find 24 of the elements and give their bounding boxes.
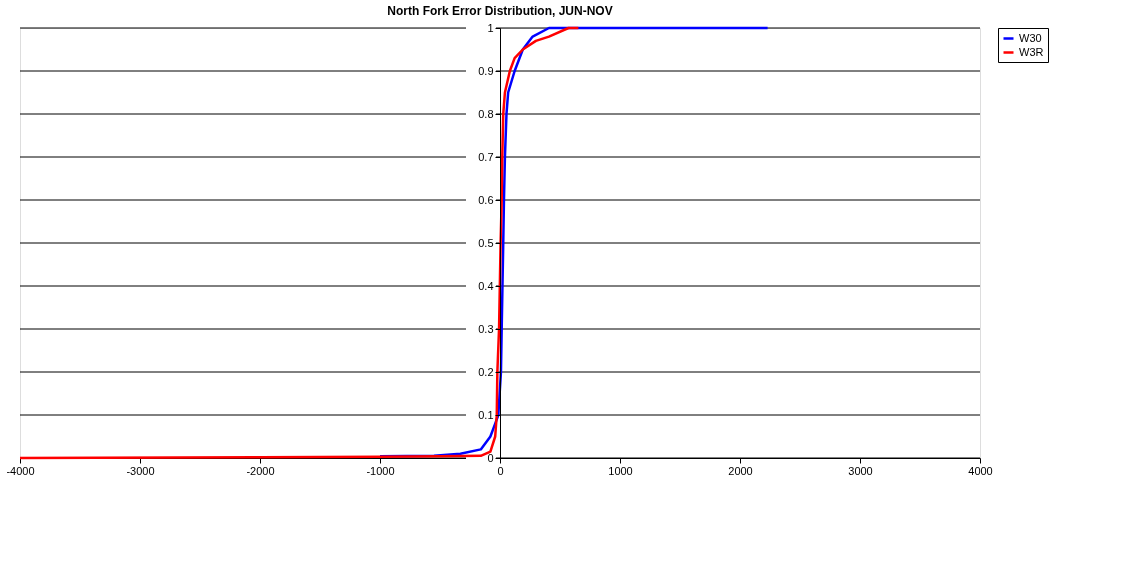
y-tick-label: 0.3 (478, 322, 494, 335)
y-tick-label: 1 (487, 21, 494, 34)
y-tick-label: 0.1 (478, 408, 494, 421)
x-tick-label: 4000 (968, 464, 993, 477)
line-series (18, 26, 580, 460)
x-tick-label: 1000 (608, 464, 633, 477)
x-tick-label: 2000 (728, 464, 753, 477)
chart-title: North Fork Error Distribution, JUN-NOV (387, 4, 613, 18)
y-tick-label: 0.7 (478, 150, 494, 163)
x-tick-label: 0 (497, 464, 504, 477)
x-tick-label: -3000 (126, 464, 155, 477)
x-tick-label: -4000 (6, 464, 35, 477)
y-tick-label: 0.9 (478, 64, 494, 77)
y-tick-label: 0.5 (478, 236, 494, 249)
x-tick-label: -2000 (246, 464, 275, 477)
y-tick-label: 0.8 (478, 107, 494, 120)
x-tick-label: 3000 (848, 464, 873, 477)
y-tick-label: 0.4 (478, 279, 494, 292)
legend-label: W30 (1019, 31, 1042, 44)
x-tick-label: -1000 (366, 464, 395, 477)
legend-label: W3R (1019, 45, 1044, 58)
y-tick-label: 0.2 (478, 365, 494, 378)
y-tick-label: 0 (487, 451, 494, 464)
y-tick-label: 0.6 (478, 193, 494, 206)
